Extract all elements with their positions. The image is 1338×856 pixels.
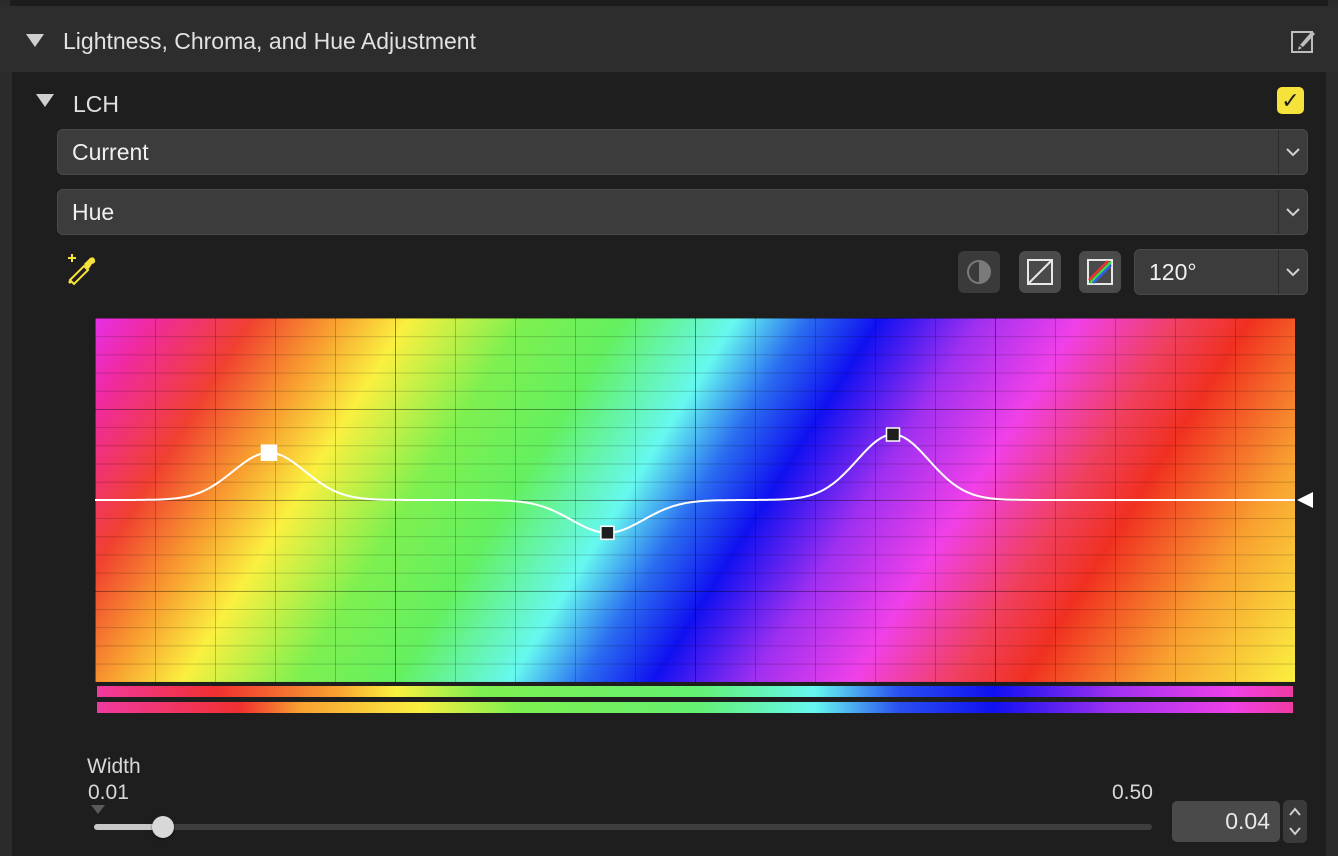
contrast-icon bbox=[967, 260, 991, 284]
width-slider-fill bbox=[94, 824, 163, 830]
checkmark-icon: ✓ bbox=[1281, 87, 1300, 113]
linear-curve-button[interactable] bbox=[1019, 251, 1061, 293]
channel-dropdown[interactable]: Hue bbox=[57, 189, 1308, 235]
width-stepper[interactable] bbox=[1283, 800, 1307, 843]
source-hue-bar bbox=[97, 686, 1293, 697]
curve-control-point[interactable] bbox=[260, 444, 278, 461]
section-header[interactable]: Lightness, Chroma, and Hue Adjustment bbox=[0, 6, 1338, 72]
lch-collapse-triangle-icon[interactable] bbox=[36, 94, 54, 107]
chevron-down-icon bbox=[1278, 130, 1307, 174]
color-curve-button[interactable] bbox=[1079, 251, 1121, 293]
curve-control-point[interactable] bbox=[885, 427, 901, 442]
curve-control-point[interactable] bbox=[600, 525, 615, 541]
width-min-label: 0.01 bbox=[88, 781, 129, 804]
width-max-label: 0.50 bbox=[1112, 781, 1153, 804]
stepper-arrows-icon bbox=[1289, 807, 1301, 836]
result-hue-bar bbox=[97, 702, 1293, 713]
lch-panel: LCH ✓ Current Hue bbox=[12, 72, 1326, 856]
width-slider-thumb[interactable] bbox=[151, 816, 174, 838]
chevron-down-icon bbox=[1278, 250, 1307, 294]
chevron-down-icon bbox=[1278, 190, 1307, 234]
collapse-triangle-icon[interactable] bbox=[26, 34, 44, 47]
top-divider bbox=[10, 0, 1328, 6]
contrast-button[interactable] bbox=[958, 251, 1000, 293]
edit-brush-icon[interactable] bbox=[1290, 26, 1318, 54]
hue-curve-graph[interactable] bbox=[95, 318, 1295, 682]
baseline-marker-icon[interactable] bbox=[1297, 492, 1313, 508]
lch-label: LCH bbox=[73, 91, 120, 117]
width-slider[interactable] bbox=[94, 816, 1152, 838]
mode-dropdown[interactable]: Current bbox=[57, 129, 1308, 175]
linear-curve-icon bbox=[1027, 259, 1053, 285]
lch-enabled-checkbox[interactable]: ✓ bbox=[1277, 87, 1304, 114]
default-tick-icon bbox=[91, 805, 105, 814]
range-dropdown-value: 120° bbox=[1149, 259, 1197, 285]
channel-dropdown-value: Hue bbox=[72, 199, 115, 225]
width-label: Width bbox=[87, 755, 141, 778]
eyedropper-add-icon[interactable] bbox=[64, 252, 100, 288]
width-value-field[interactable]: 0.04 bbox=[1172, 801, 1280, 842]
adjustment-curve[interactable] bbox=[95, 433, 1295, 534]
color-curve-icon bbox=[1087, 259, 1113, 285]
range-dropdown[interactable]: 120° bbox=[1134, 249, 1308, 295]
curve-overlay[interactable] bbox=[95, 318, 1295, 682]
mode-dropdown-value: Current bbox=[72, 139, 149, 165]
section-title: Lightness, Chroma, and Hue Adjustment bbox=[63, 28, 476, 54]
